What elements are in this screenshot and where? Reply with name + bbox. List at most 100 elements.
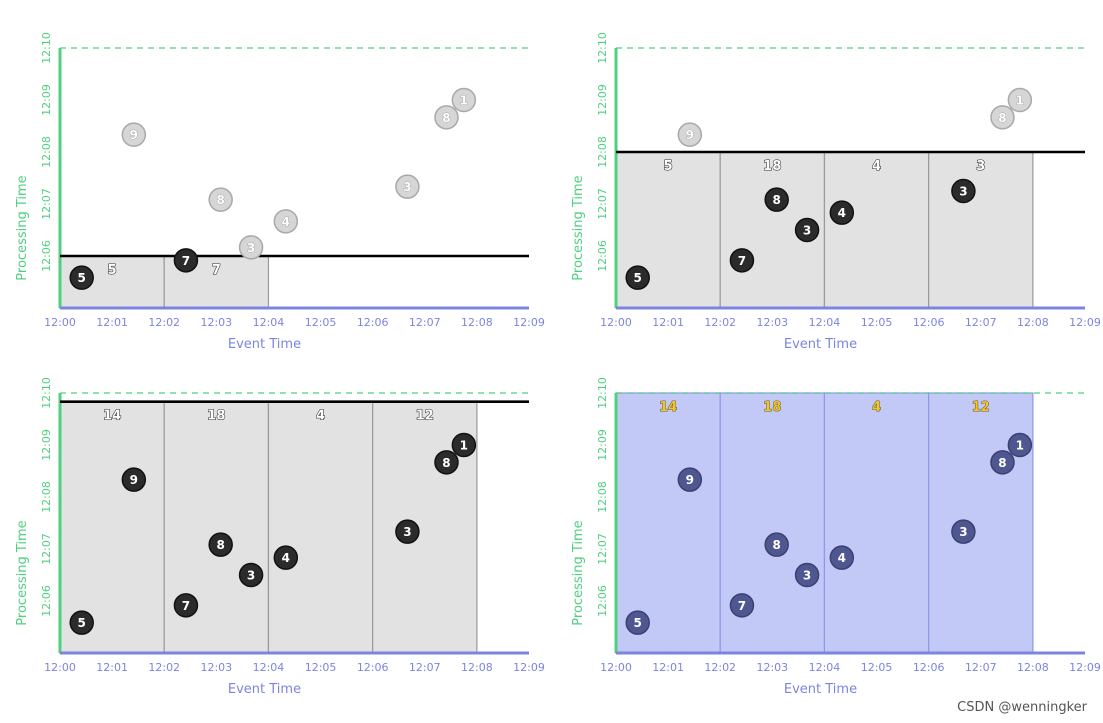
data-point bbox=[951, 178, 976, 204]
window-4 bbox=[928, 151, 1034, 309]
x-tick-label: 12:09 bbox=[513, 316, 545, 329]
data-point-label: 5 bbox=[634, 616, 642, 630]
data-point-label: 4 bbox=[282, 551, 290, 565]
x-tick-label: 12:02 bbox=[148, 661, 180, 674]
window-sum-label: 18 bbox=[763, 159, 781, 174]
x-tick-label: 12:05 bbox=[305, 316, 337, 329]
data-point-label: 7 bbox=[182, 599, 190, 613]
data-point bbox=[208, 532, 233, 557]
x-tick-label: 12:02 bbox=[148, 316, 180, 329]
data-point bbox=[451, 432, 477, 458]
data-point bbox=[238, 235, 264, 260]
window-sum-label: 12 bbox=[972, 400, 990, 415]
data-point bbox=[829, 200, 855, 225]
window-sum-label: 3 bbox=[976, 159, 985, 174]
data-point-label: 4 bbox=[838, 551, 846, 565]
window-sum-label: 18 bbox=[763, 400, 781, 415]
x-tick-label: 12:05 bbox=[861, 316, 893, 329]
data-point-label: 3 bbox=[403, 180, 411, 194]
y-tick-label: 12:08 bbox=[596, 481, 609, 513]
y-tick-label: 12:07 bbox=[596, 188, 609, 220]
window-sum-label: 5 bbox=[108, 263, 117, 278]
data-point bbox=[208, 187, 233, 212]
data-point bbox=[1007, 87, 1033, 113]
window-sum-label: 7 bbox=[212, 263, 221, 278]
x-tick-label: 12:04 bbox=[809, 661, 841, 674]
x-axis-label: Event Time bbox=[228, 682, 301, 697]
window-3 bbox=[823, 151, 930, 309]
x-tick-label: 12:03 bbox=[200, 661, 232, 674]
data-point-label: 3 bbox=[247, 241, 255, 255]
chart-panel-top-right: 5 18 4 312:00 12:01 12:02 12:03 12:04 12:05 12:06… bbox=[571, 32, 1101, 352]
data-point-label: 9 bbox=[686, 128, 694, 142]
y-tick-label: 12:10 bbox=[596, 32, 609, 64]
x-tick-label: 12:06 bbox=[913, 661, 945, 674]
data-point-label: 1 bbox=[1016, 439, 1024, 453]
data-point bbox=[395, 519, 420, 544]
x-tick-label: 12:03 bbox=[200, 316, 232, 329]
data-point bbox=[121, 467, 147, 492]
data-point bbox=[794, 217, 820, 243]
window-sum-label: 12 bbox=[416, 409, 434, 424]
window-4 bbox=[928, 392, 1034, 654]
source-credit: CSDN @wenningker bbox=[957, 700, 1087, 715]
x-axis-label: Event Time bbox=[784, 682, 857, 697]
data-point-label: 8 bbox=[216, 538, 224, 552]
data-point-label: 4 bbox=[282, 215, 290, 229]
data-point-label: 3 bbox=[959, 185, 967, 199]
data-point-label: 9 bbox=[130, 128, 138, 142]
y-axis-label: Processing Time bbox=[15, 520, 30, 625]
x-tick-label: 12:06 bbox=[357, 661, 389, 674]
y-tick-label: 12:07 bbox=[40, 533, 53, 565]
data-point bbox=[121, 122, 147, 147]
x-tick-label: 12:09 bbox=[1069, 661, 1101, 674]
data-point-label: 3 bbox=[803, 569, 811, 583]
x-tick-label: 12:04 bbox=[253, 661, 285, 674]
y-axis-label: Processing Time bbox=[15, 175, 30, 280]
x-tick-label: 12:07 bbox=[965, 661, 997, 674]
x-tick-label: 12:04 bbox=[809, 316, 841, 329]
data-point bbox=[625, 265, 650, 290]
data-point bbox=[729, 248, 755, 273]
data-point-label: 3 bbox=[959, 525, 967, 539]
x-tick-label: 12:01 bbox=[652, 661, 684, 674]
x-tick-label: 12:05 bbox=[305, 661, 337, 674]
data-point-label: 8 bbox=[442, 456, 450, 470]
data-point-label: 5 bbox=[634, 271, 642, 285]
y-tick-label: 12:06 bbox=[40, 240, 53, 272]
data-point bbox=[990, 105, 1015, 130]
data-point-label: 9 bbox=[686, 473, 694, 487]
data-point-label: 4 bbox=[838, 206, 846, 220]
y-tick-label: 12:10 bbox=[40, 32, 53, 64]
y-tick-label: 12:06 bbox=[40, 585, 53, 617]
x-tick-label: 12:00 bbox=[600, 661, 632, 674]
data-point-label: 5 bbox=[78, 271, 86, 285]
x-tick-label: 12:01 bbox=[96, 661, 128, 674]
y-tick-label: 12:09 bbox=[40, 429, 53, 461]
x-tick-label: 12:08 bbox=[1017, 661, 1049, 674]
data-point bbox=[273, 209, 299, 234]
data-point-label: 1 bbox=[460, 94, 468, 108]
x-tick-label: 12:00 bbox=[44, 661, 76, 674]
data-point bbox=[794, 562, 820, 588]
x-tick-label: 12:01 bbox=[96, 316, 128, 329]
y-tick-label: 12:08 bbox=[40, 481, 53, 513]
data-point-label: 8 bbox=[216, 193, 224, 207]
x-tick-label: 12:01 bbox=[652, 316, 684, 329]
x-tick-label: 12:07 bbox=[409, 316, 441, 329]
x-axis-label: Event Time bbox=[784, 337, 857, 352]
data-point-label: 7 bbox=[738, 254, 746, 268]
data-point-label: 5 bbox=[78, 616, 86, 630]
data-point bbox=[677, 467, 703, 492]
window-sum-label: 14 bbox=[103, 409, 121, 424]
chart-panel-top-left: 5 7 12:00 12:01 12:02 12:03 12:04 12:05 12:06 12:… bbox=[15, 32, 545, 352]
window-3 bbox=[267, 401, 374, 654]
data-point-label: 8 bbox=[772, 193, 780, 207]
data-point bbox=[173, 593, 199, 618]
x-tick-label: 12:06 bbox=[357, 316, 389, 329]
data-point bbox=[434, 105, 459, 130]
window-sum-label: 5 bbox=[664, 159, 673, 174]
data-point bbox=[451, 87, 477, 113]
x-tick-label: 12:03 bbox=[756, 316, 788, 329]
